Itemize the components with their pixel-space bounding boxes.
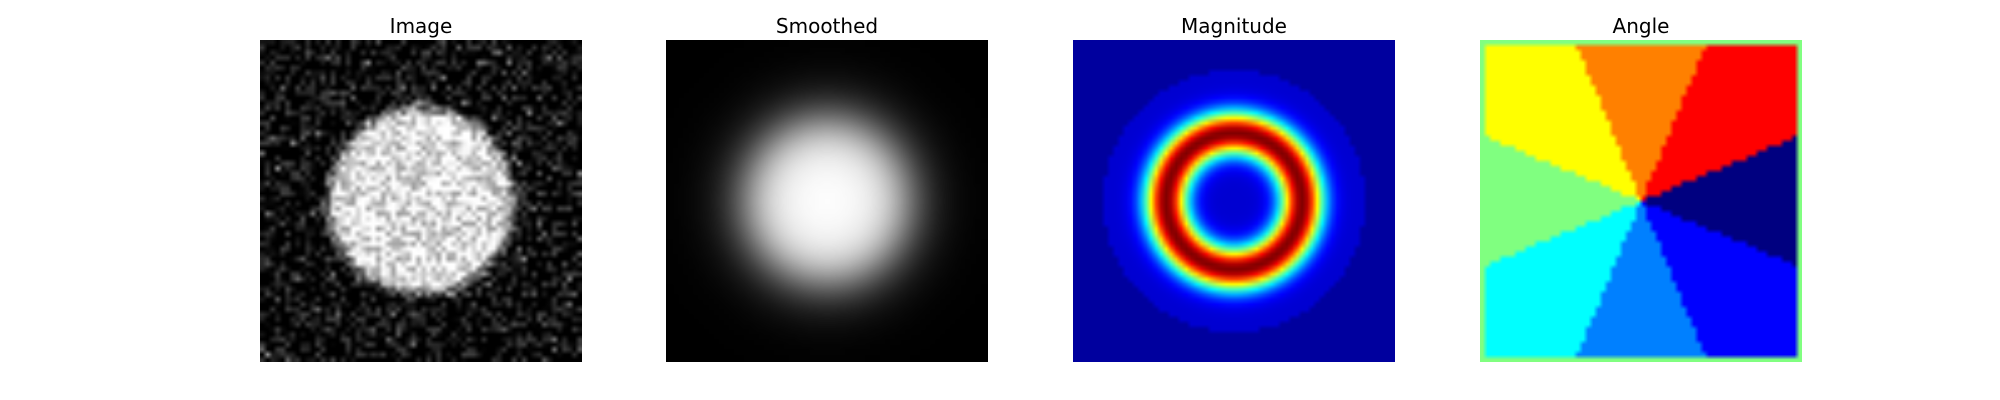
image-panel: [260, 40, 582, 362]
panel-title-smoothed: Smoothed: [775, 14, 879, 38]
panel-title-angle: Angle: [1612, 14, 1670, 38]
panel-title-magnitude: Magnitude: [1181, 14, 1287, 38]
angle-panel: [1480, 40, 1802, 362]
smoothed-panel: [666, 40, 988, 362]
panel-title-image: Image: [389, 14, 453, 38]
magnitude-panel: [1073, 40, 1395, 362]
